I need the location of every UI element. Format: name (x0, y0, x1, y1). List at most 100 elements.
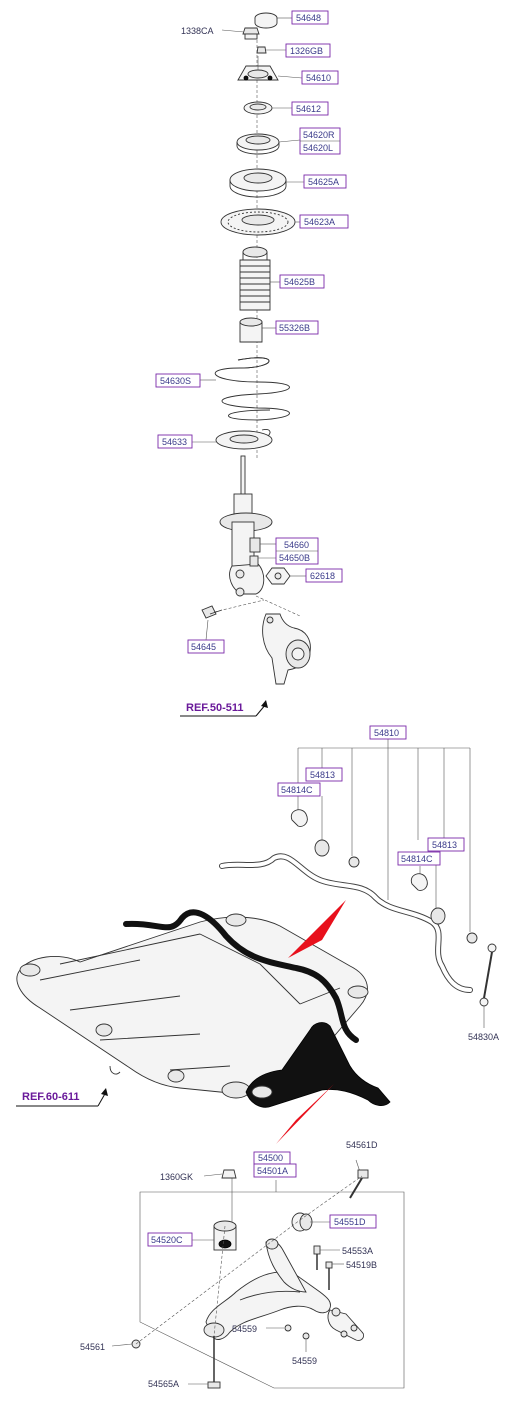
spring-upper-seat-icon (229, 168, 287, 198)
bushing-icon (213, 1220, 237, 1251)
label-54625a: 54625A (303, 174, 347, 189)
bearing-ring-icon (243, 101, 273, 115)
label-54553a: 54553A (342, 1246, 373, 1256)
nut-icon (221, 1169, 237, 1179)
strut-mount-icon (237, 56, 279, 81)
insulator-cap-icon (254, 12, 278, 29)
label-54620r-54620l: 54620R 54620L (299, 127, 341, 155)
svg-text:REF.60-611: REF.60-611 (22, 1091, 79, 1103)
svg-text:54813: 54813 (310, 770, 335, 780)
label-54814c-left: 54814C (277, 782, 321, 797)
bolt-icon (349, 1169, 369, 1199)
label-54814c-right: 54814C (397, 851, 441, 866)
lower-arm-installed-icon (245, 1022, 391, 1108)
label-54610: 54610 (301, 70, 339, 85)
label-54660-54650b: 54660 54650B (275, 537, 319, 565)
bushing-icon (291, 1212, 313, 1232)
svg-text:62618: 62618 (310, 571, 335, 581)
label-54561d: 54561D (346, 1140, 378, 1150)
label-54623a: 54623A (299, 214, 349, 229)
stabilizer-labels: 54810 54813 54814C 54813 54814C 54830A (277, 725, 499, 1042)
stabilizer-link-icon (479, 943, 497, 1028)
bump-stopper-icon (239, 317, 263, 343)
svg-text:54520C: 54520C (151, 1235, 183, 1245)
ref-60-611[interactable]: REF.60-611 (16, 1088, 108, 1107)
strut-labels: 54648 1338CA 1326GB 54610 54612 54620R 5… (155, 10, 349, 717)
svg-text:54612: 54612 (296, 104, 321, 114)
lower-arm-section (111, 1159, 405, 1389)
svg-text:REF.50-511: REF.50-511 (186, 702, 243, 714)
label-54519b: 54519B (346, 1260, 377, 1270)
coil-spring-icon (214, 357, 290, 421)
svg-text:54625A: 54625A (308, 177, 339, 187)
label-1338ca: 1338CA (181, 26, 214, 36)
flange-nut-icon (242, 27, 260, 40)
lower-arm-labels: 54500 54501A 1360GK 54561D 54520C 54551D… (80, 1140, 378, 1389)
dust-boot-icon (239, 246, 271, 311)
pointer-arrows (276, 900, 346, 1144)
label-54625b: 54625B (279, 274, 325, 289)
svg-text:54625B: 54625B (284, 277, 315, 287)
bolt-icon (201, 599, 265, 619)
svg-text:54645: 54645 (191, 642, 216, 652)
flange-nut-icon (265, 567, 291, 585)
shock-absorber-icon (219, 455, 273, 597)
label-54559-right: 54559 (292, 1356, 317, 1366)
label-54813-right: 54813 (427, 837, 465, 852)
svg-text:54623A: 54623A (304, 217, 335, 227)
svg-text:54814C: 54814C (281, 785, 313, 795)
label-54810: 54810 (369, 725, 407, 740)
label-54551d: 54551D (329, 1214, 377, 1229)
svg-text:54648: 54648 (296, 13, 321, 23)
label-55326b: 55326B (275, 320, 319, 335)
svg-text:54610: 54610 (306, 73, 331, 83)
strut-leader-lines (192, 17, 306, 641)
bolt-icon (207, 1336, 221, 1389)
lower-control-arm-icon (203, 1238, 331, 1340)
svg-text:54500: 54500 (258, 1153, 283, 1163)
spring-lower-pad-icon (215, 429, 273, 450)
svg-text:54551D: 54551D (334, 1217, 366, 1227)
label-54520c: 54520C (147, 1232, 193, 1247)
strut-assembly (192, 12, 311, 685)
svg-text:54630S: 54630S (160, 376, 191, 386)
bolt-icon (313, 1245, 333, 1290)
label-54565a: 54565A (148, 1379, 179, 1389)
ref-50-511[interactable]: REF.50-511 (180, 700, 268, 717)
label-54633: 54633 (157, 434, 193, 449)
svg-text:54633: 54633 (162, 437, 187, 447)
label-54830a: 54830A (468, 1032, 499, 1042)
steering-knuckle-icon (255, 595, 311, 685)
stabilizer-bar-installed-icon (123, 909, 359, 1043)
spring-pad-icon (220, 208, 296, 236)
label-54630s: 54630S (155, 373, 201, 388)
label-54612: 54612 (291, 101, 329, 116)
label-62618: 62618 (305, 568, 343, 583)
label-54559-left: 54559 (232, 1324, 257, 1334)
label-54813-left: 54813 (305, 767, 343, 782)
label-54500: 54500 (253, 1151, 291, 1165)
nut-icon (256, 46, 267, 54)
stabilizer-bar-section (219, 739, 497, 1028)
svg-text:54501A: 54501A (257, 1166, 288, 1176)
bushing-icon (290, 809, 478, 944)
ball-joint-icon (327, 1307, 365, 1341)
strut-bearing-icon (236, 133, 280, 155)
label-1360gk: 1360GK (160, 1172, 193, 1182)
stabilizer-leader-lines (297, 739, 471, 932)
svg-text:54620L: 54620L (303, 143, 333, 153)
svg-text:54810: 54810 (374, 728, 399, 738)
label-54501a: 54501A (253, 1163, 297, 1178)
svg-text:1326GB: 1326GB (290, 46, 323, 56)
svg-text:54620R: 54620R (303, 130, 335, 140)
svg-text:55326B: 55326B (279, 323, 310, 333)
label-54645: 54645 (187, 639, 225, 654)
label-54648: 54648 (291, 10, 329, 25)
svg-text:54650B: 54650B (279, 553, 310, 563)
svg-text:54660: 54660 (284, 540, 309, 550)
svg-text:54814C: 54814C (401, 854, 433, 864)
svg-text:54813: 54813 (432, 840, 457, 850)
label-54561: 54561 (80, 1342, 105, 1352)
label-1326gb: 1326GB (285, 43, 331, 58)
